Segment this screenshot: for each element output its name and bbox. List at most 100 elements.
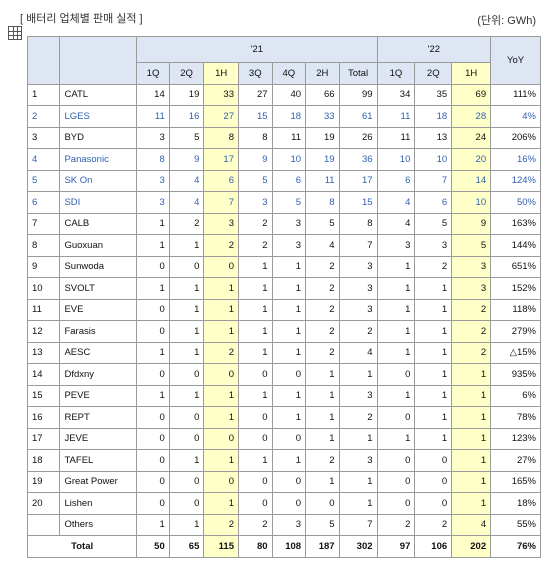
data-row: 9 Sunwoda 0 0 0 1 1 2 3 1 2 3 651% <box>26 255 541 278</box>
value: 1 <box>271 298 307 321</box>
total-row: Total 50 65 115 80 108 187 302 97 106 202 76% <box>26 535 541 558</box>
value: 15 <box>338 191 378 214</box>
value: 2 <box>237 234 273 257</box>
value: 28 <box>451 105 492 128</box>
value: 10 <box>376 148 416 171</box>
value: 1 <box>136 384 170 407</box>
value: 50 <box>136 535 170 558</box>
value: 1 <box>414 363 453 386</box>
value: 0 <box>237 492 273 515</box>
data-row: 17 JEVE 0 0 0 0 0 1 1 1 1 1 123% <box>26 427 541 450</box>
value: 3 <box>237 191 273 214</box>
data-row: 15 PEVE 1 1 1 1 1 1 3 1 1 1 6% <box>26 384 541 407</box>
value: 0 <box>136 255 170 278</box>
column-header: 1H <box>451 62 492 85</box>
rank: 12 <box>26 320 61 343</box>
value: 1 <box>271 341 307 364</box>
value: 1 <box>168 320 205 343</box>
column-header: 1H <box>203 62 239 85</box>
value: 65 <box>168 535 205 558</box>
rank: 18 <box>26 449 61 472</box>
company: Others <box>59 513 138 536</box>
company: Lishen <box>59 492 138 515</box>
value: 1 <box>168 384 205 407</box>
yoy: 111% <box>490 83 541 106</box>
data-row: 16 REPT 0 0 1 0 1 1 2 0 1 1 78% <box>26 406 541 429</box>
rank: 15 <box>26 384 61 407</box>
value: 1 <box>451 363 492 386</box>
yoy: 6% <box>490 384 541 407</box>
value: 0 <box>376 492 416 515</box>
value: 3 <box>414 234 453 257</box>
rank: 11 <box>26 298 61 321</box>
value: 4 <box>168 191 205 214</box>
value: 1 <box>414 427 453 450</box>
value: 3 <box>451 255 492 278</box>
yoy: 118% <box>490 298 541 321</box>
value: 0 <box>203 363 239 386</box>
value: 1 <box>305 406 340 429</box>
value: 2 <box>414 255 453 278</box>
value: 24 <box>451 126 492 149</box>
value: 4 <box>168 169 205 192</box>
value: 2 <box>203 513 239 536</box>
value: 2 <box>414 513 453 536</box>
group-header: YoY <box>490 36 541 85</box>
header-cell <box>26 36 61 85</box>
value: 1 <box>305 427 340 450</box>
yoy: 78% <box>490 406 541 429</box>
column-header: 2Q <box>168 62 205 85</box>
value: 80 <box>237 535 273 558</box>
value: 1 <box>237 341 273 364</box>
value: 1 <box>168 298 205 321</box>
value: 0 <box>271 427 307 450</box>
value: 0 <box>376 406 416 429</box>
company: Total <box>26 535 138 558</box>
value: 0 <box>168 470 205 493</box>
value: 19 <box>305 126 340 149</box>
value: 1 <box>451 470 492 493</box>
value: 3 <box>338 384 378 407</box>
value: 16 <box>168 105 205 128</box>
value: 0 <box>168 406 205 429</box>
yoy: 124% <box>490 169 541 192</box>
yoy: 163% <box>490 212 541 235</box>
value: 0 <box>203 255 239 278</box>
value: 2 <box>237 212 273 235</box>
value: 1 <box>451 492 492 515</box>
rank: 3 <box>26 126 61 149</box>
value: 18 <box>414 105 453 128</box>
value: 15 <box>237 105 273 128</box>
value: 3 <box>271 513 307 536</box>
value: 0 <box>136 298 170 321</box>
value: 1 <box>414 277 453 300</box>
value: 2 <box>376 513 416 536</box>
value: 1 <box>271 384 307 407</box>
value: 10 <box>414 148 453 171</box>
value: 2 <box>305 298 340 321</box>
value: 1 <box>271 320 307 343</box>
rank <box>26 513 61 536</box>
company: REPT <box>59 406 138 429</box>
value: 10 <box>271 148 307 171</box>
yoy: 27% <box>490 449 541 472</box>
header-row: '21'22 YoY <box>26 36 541 85</box>
column-header: 2H <box>305 62 340 85</box>
company: Dfdxny <box>59 363 138 386</box>
company: Farasis <box>59 320 138 343</box>
value: 1 <box>136 513 170 536</box>
yoy: 279% <box>490 320 541 343</box>
value: 9 <box>168 148 205 171</box>
value: 1 <box>451 449 492 472</box>
rank: 5 <box>26 169 61 192</box>
data-row: 18 TAFEL 0 1 1 1 1 2 3 0 0 1 27% <box>26 449 541 472</box>
value: 5 <box>305 212 340 235</box>
rank: 7 <box>26 212 61 235</box>
value: 0 <box>203 427 239 450</box>
value: 11 <box>271 126 307 149</box>
yoy: 651% <box>490 255 541 278</box>
value: 1 <box>376 427 416 450</box>
value: 69 <box>451 83 492 106</box>
value: 3 <box>376 234 416 257</box>
value: 1 <box>203 406 239 429</box>
